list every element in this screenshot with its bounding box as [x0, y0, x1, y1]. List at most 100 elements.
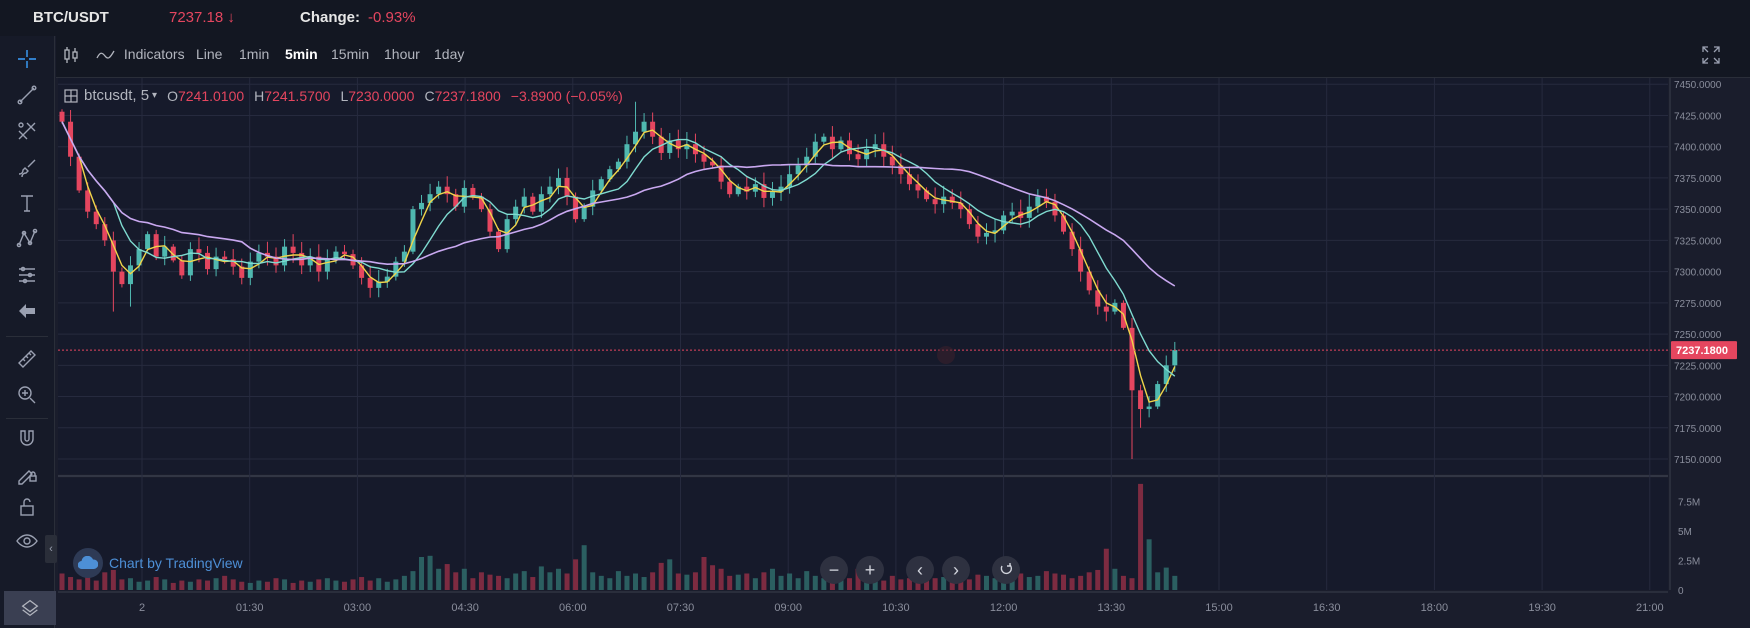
volume-bar: [1035, 575, 1041, 590]
indicators-button[interactable]: Indicators: [96, 46, 185, 62]
trend-line-icon[interactable]: [12, 80, 42, 110]
fib-icon[interactable]: [12, 116, 42, 146]
candle-body: [581, 206, 587, 220]
interval-1day[interactable]: 1day: [434, 46, 465, 62]
candle-body: [470, 187, 476, 197]
volume-bar: [401, 575, 407, 590]
legend-dropdown-icon[interactable]: ▾: [152, 90, 158, 101]
volume-bar: [667, 559, 673, 590]
text-icon[interactable]: [12, 188, 42, 218]
volume-bar: [1155, 572, 1161, 590]
interval-15min[interactable]: 15min: [331, 46, 370, 62]
volume-bar: [941, 577, 947, 590]
volume-bar: [504, 578, 510, 590]
volume-bar: [59, 573, 65, 590]
candle-body: [162, 246, 168, 257]
time-tick-label: 21:00: [1636, 602, 1664, 614]
scroll-right-button[interactable]: ›: [942, 556, 970, 584]
legend-o-value: 7241.0100: [177, 87, 245, 104]
candle-body: [898, 165, 904, 175]
price-tick-label: 7325.0000: [1674, 236, 1722, 247]
candle-body: [949, 196, 955, 203]
fullscreen-icon[interactable]: [1702, 46, 1722, 66]
candle-body: [76, 156, 82, 191]
volume-bar: [359, 577, 365, 590]
brush-icon[interactable]: [12, 152, 42, 182]
volume-bar: [376, 578, 382, 590]
lock-drawing-icon[interactable]: [12, 458, 42, 488]
more-tools-button[interactable]: [4, 591, 56, 625]
candle-body: [359, 265, 365, 278]
unlock-icon[interactable]: [12, 492, 42, 522]
volume-bar: [881, 580, 887, 590]
volume-tick-label: 2.5M: [1678, 557, 1700, 568]
reset-icon: [1000, 563, 1013, 575]
back-arrow-icon[interactable]: [12, 296, 42, 326]
volume-bar: [778, 575, 784, 590]
pattern-icon[interactable]: [12, 224, 42, 254]
candle-body: [521, 196, 527, 207]
candles-icon[interactable]: [62, 45, 80, 68]
candle-body: [307, 256, 313, 266]
scroll-left-button[interactable]: ‹: [906, 556, 934, 584]
candle-body: [778, 186, 784, 192]
legend-symbol[interactable]: btcusdt, 5: [84, 87, 150, 104]
reset-chart-button[interactable]: [992, 556, 1020, 584]
crosshair-icon[interactable]: [12, 44, 42, 74]
volume-bar: [247, 582, 253, 590]
candle-body: [547, 186, 553, 195]
ruler-icon[interactable]: [12, 344, 42, 374]
measure-icon[interactable]: [12, 260, 42, 290]
volume-bar: [1061, 574, 1067, 590]
candle-body: [119, 271, 125, 285]
candle-body: [667, 140, 673, 153]
volume-bar: [889, 575, 895, 590]
candle-body: [1001, 215, 1007, 231]
candle-body: [102, 224, 108, 241]
candle-body: [513, 206, 519, 220]
time-tick-label: 06:00: [559, 602, 587, 614]
candle-body: [924, 190, 930, 200]
collapse-toolbar-button[interactable]: ‹: [45, 535, 57, 563]
magnet-icon[interactable]: [12, 424, 42, 454]
time-tick-label: 07:30: [667, 602, 695, 614]
pair-name[interactable]: BTC/USDT: [33, 9, 109, 26]
candle-body: [966, 209, 972, 225]
volume-bar: [761, 572, 767, 590]
volume-bar: [299, 580, 305, 590]
volume-bar: [538, 566, 544, 590]
candle-body: [633, 131, 639, 145]
chart-legend: btcusdt, 5 ▾ O 7241.0100 H 7241.5700 L 7230…: [64, 87, 623, 104]
candle-body: [889, 156, 895, 166]
volume-bar: [581, 545, 587, 590]
candle-body: [153, 234, 159, 257]
interval-1hour[interactable]: 1hour: [384, 46, 420, 62]
volume-bar: [684, 574, 690, 590]
zoom-in-button[interactable]: +: [856, 556, 884, 584]
price-tick-label: 7300.0000: [1674, 268, 1722, 279]
volume-tick-label: 5M: [1678, 527, 1692, 538]
zoom-in-icon[interactable]: [12, 380, 42, 410]
tradingview-watermark[interactable]: Chart by TradingView: [73, 548, 243, 578]
price-tick-label: 7350.0000: [1674, 205, 1722, 216]
candle-body: [290, 246, 296, 253]
candle-body: [393, 261, 399, 277]
interval-line[interactable]: Line: [196, 46, 223, 62]
volume-bar: [282, 579, 288, 590]
candle-body: [419, 202, 425, 210]
volume-bar: [1138, 483, 1144, 590]
zoom-out-button[interactable]: −: [820, 556, 848, 584]
candle-body: [324, 259, 330, 272]
interval-5min[interactable]: 5min: [285, 46, 318, 62]
volume-bar: [658, 562, 664, 590]
candle-body: [975, 224, 981, 237]
candle-body: [915, 184, 921, 191]
candle-body: [205, 252, 211, 270]
volume-bar: [419, 556, 425, 590]
candle-body: [701, 154, 707, 162]
eye-icon[interactable]: [12, 526, 42, 556]
candle-body: [196, 249, 202, 253]
drawing-toolbar: [0, 36, 55, 628]
interval-1min[interactable]: 1min: [239, 46, 270, 62]
